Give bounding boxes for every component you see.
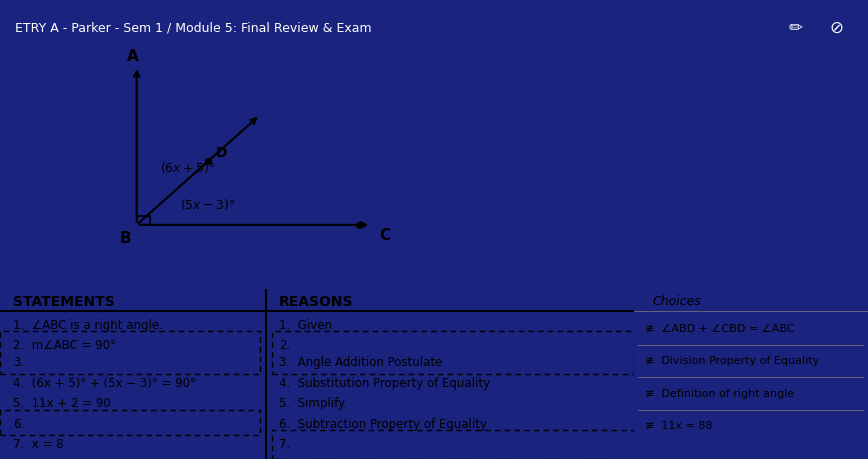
Text: B: B xyxy=(119,230,131,245)
Text: D: D xyxy=(216,145,227,159)
Text: REASONS: REASONS xyxy=(279,294,353,308)
Text: $(5x - 3)°$: $(5x - 3)°$ xyxy=(180,196,235,211)
Text: ✏: ✏ xyxy=(788,18,802,37)
Text: 4.  Substitution Property of Equality: 4. Substitution Property of Equality xyxy=(279,376,490,389)
Text: Choices: Choices xyxy=(653,295,701,308)
Text: ≢  Division Property of Equality: ≢ Division Property of Equality xyxy=(645,356,819,365)
Text: 2.: 2. xyxy=(279,339,290,352)
Text: 6.: 6. xyxy=(13,417,24,430)
Text: ≢  Definition of right angle: ≢ Definition of right angle xyxy=(645,388,794,398)
Text: 2.  m∠ABC = 90°: 2. m∠ABC = 90° xyxy=(13,339,115,352)
Text: 5.  Simplify.: 5. Simplify. xyxy=(279,397,347,409)
Text: 6.  Subtraction Property of Equality: 6. Subtraction Property of Equality xyxy=(279,417,487,430)
Text: ≢  11x = 88: ≢ 11x = 88 xyxy=(645,420,713,430)
Text: ≢  ∠ABD + ∠CBD = ∠ABC: ≢ ∠ABD + ∠CBD = ∠ABC xyxy=(645,323,795,333)
Text: STATEMENTS: STATEMENTS xyxy=(13,294,115,308)
Text: 7.: 7. xyxy=(279,437,290,450)
Text: 7.  x = 8: 7. x = 8 xyxy=(13,437,63,450)
Text: 1.  Given: 1. Given xyxy=(279,319,332,331)
Text: ETRY A - Parker - Sem 1 / Module 5: Final Review & Exam: ETRY A - Parker - Sem 1 / Module 5: Fina… xyxy=(16,21,372,34)
Text: ⊘: ⊘ xyxy=(830,18,844,37)
Text: A: A xyxy=(127,49,139,64)
Text: 3.: 3. xyxy=(13,356,23,369)
Text: 4.  (6x + 5)° + (5x − 3)° = 90°: 4. (6x + 5)° + (5x − 3)° = 90° xyxy=(13,376,195,389)
Text: $(6x + 5)°$: $(6x + 5)°$ xyxy=(160,160,215,175)
Text: C: C xyxy=(378,228,390,243)
Text: 5.  11x + 2 = 90: 5. 11x + 2 = 90 xyxy=(13,397,110,409)
Text: 1.  ∠ABC is a right angle.: 1. ∠ABC is a right angle. xyxy=(13,319,162,331)
Text: 3.  Angle Addition Postulate: 3. Angle Addition Postulate xyxy=(279,356,442,369)
